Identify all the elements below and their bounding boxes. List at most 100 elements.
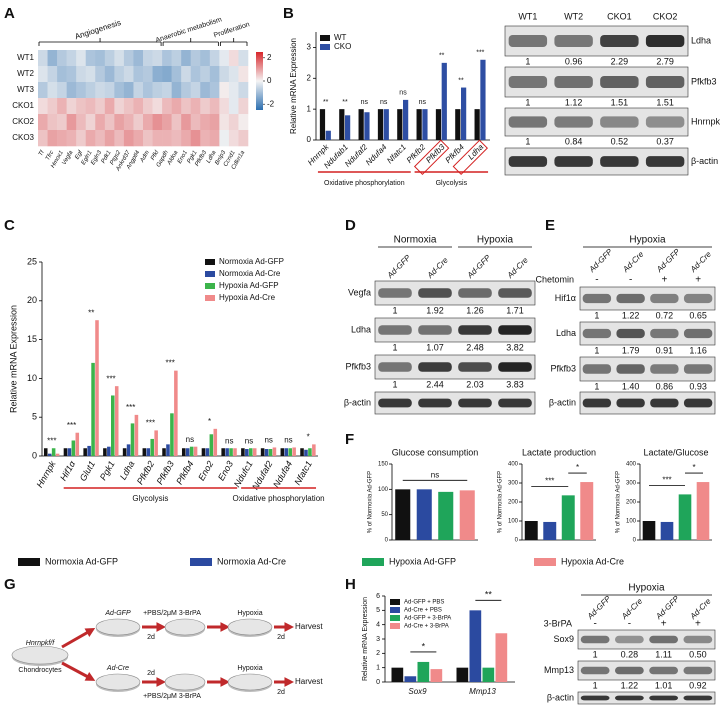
band-value: 3.82 bbox=[506, 342, 524, 352]
heat-cell bbox=[123, 50, 134, 67]
blot-frame bbox=[577, 629, 716, 650]
y-tick-label: 100 bbox=[378, 487, 389, 493]
band-value: 2.44 bbox=[426, 379, 444, 389]
band-value: 1.51 bbox=[611, 97, 629, 107]
significance-label: * bbox=[692, 463, 695, 472]
heat-cell bbox=[76, 66, 87, 83]
band-value: 1 bbox=[525, 56, 530, 66]
bar bbox=[474, 109, 480, 140]
condition-label: Hypoxia bbox=[237, 665, 262, 672]
legend-label: Hypoxia Ad-GFP bbox=[219, 281, 279, 290]
panel-label: F bbox=[345, 431, 354, 448]
bar bbox=[397, 109, 403, 140]
panel-label: B bbox=[283, 5, 294, 22]
heat-cell bbox=[152, 50, 163, 67]
band bbox=[616, 328, 645, 339]
heat-cell bbox=[85, 66, 96, 83]
heat-cell bbox=[57, 66, 67, 83]
y-axis-label: % of Normoxia Ad-GFP bbox=[498, 471, 504, 533]
legend-label: CKO bbox=[334, 42, 351, 51]
band bbox=[498, 325, 532, 335]
bar bbox=[146, 448, 151, 456]
band-value: 0.91 bbox=[656, 345, 674, 355]
band-value: 1 bbox=[392, 342, 397, 352]
end-label: Harvest bbox=[295, 622, 323, 631]
significance-label: ns bbox=[245, 436, 253, 445]
bar bbox=[391, 667, 404, 682]
band bbox=[378, 362, 412, 372]
heat-cell bbox=[162, 66, 172, 83]
heat-cell bbox=[162, 130, 172, 147]
significance-label: *** bbox=[662, 476, 671, 485]
band-value: 3.83 bbox=[506, 379, 524, 389]
legend-label: Ad-GFP + 3-BrPA bbox=[404, 616, 451, 622]
heat-cell bbox=[219, 130, 230, 147]
bar bbox=[43, 448, 48, 456]
heat-cell bbox=[104, 50, 115, 67]
heat-cell bbox=[143, 114, 153, 131]
band-value: 1.12 bbox=[565, 97, 583, 107]
heat-cell bbox=[181, 50, 192, 67]
y-tick-label: 0 bbox=[376, 679, 380, 686]
bar bbox=[696, 482, 710, 540]
heat-cell bbox=[143, 82, 153, 99]
band-value: 0.93 bbox=[689, 381, 707, 391]
bar bbox=[319, 109, 326, 140]
bar bbox=[213, 428, 218, 456]
band bbox=[418, 398, 452, 408]
y-tick-label: 0 bbox=[307, 135, 312, 144]
band bbox=[650, 398, 679, 408]
heat-cell bbox=[133, 82, 144, 99]
column-label: Adm bbox=[139, 150, 151, 165]
treatment-sign: - bbox=[628, 619, 631, 630]
band bbox=[554, 76, 593, 88]
bar bbox=[495, 633, 508, 682]
band bbox=[600, 116, 639, 128]
bar bbox=[469, 610, 482, 682]
heat-cell bbox=[162, 50, 172, 67]
heat-cell bbox=[152, 66, 163, 83]
y-tick-label: 0 bbox=[32, 450, 37, 460]
panel-label: D bbox=[345, 217, 356, 234]
band-value: 0.72 bbox=[656, 310, 674, 320]
row-label: WT3 bbox=[17, 85, 34, 94]
heat-cell bbox=[104, 130, 115, 147]
bar bbox=[63, 448, 68, 456]
band-value: 1.71 bbox=[506, 305, 524, 315]
legend-swatch bbox=[390, 599, 400, 605]
bar bbox=[209, 434, 214, 456]
x-tick-label: Nfatc1 bbox=[385, 143, 408, 166]
heat-cell bbox=[85, 130, 96, 147]
heat-cell bbox=[38, 82, 48, 99]
band bbox=[683, 364, 713, 374]
blot-frame bbox=[577, 660, 716, 681]
band bbox=[580, 695, 610, 701]
significance-label: *** bbox=[126, 403, 135, 412]
highlight-box bbox=[452, 139, 488, 175]
heat-cell bbox=[85, 98, 96, 115]
heat-cell bbox=[47, 114, 58, 131]
blot-row-label: Hif1α bbox=[555, 293, 576, 303]
y-axis-label: Relative mRNA Expression bbox=[289, 38, 298, 134]
band-value: 0.37 bbox=[656, 136, 674, 146]
blot-header: Hypoxia bbox=[629, 235, 666, 246]
bar bbox=[166, 444, 170, 456]
treatment-sign: + bbox=[661, 619, 667, 630]
bar bbox=[221, 448, 225, 456]
heat-cell bbox=[66, 82, 77, 99]
band-value: 1 bbox=[593, 649, 598, 659]
band bbox=[580, 635, 610, 644]
band bbox=[645, 156, 685, 167]
blot-frame bbox=[577, 691, 716, 705]
bar bbox=[122, 448, 127, 456]
legend-swatch bbox=[534, 558, 556, 566]
heat-cell bbox=[181, 130, 192, 147]
x-tick-label: Pfkfb3 bbox=[155, 459, 176, 486]
bar bbox=[480, 59, 486, 141]
blot-row-label: Pfkfb3 bbox=[691, 76, 717, 86]
column-label: Egf bbox=[74, 149, 84, 161]
heat-cell bbox=[57, 50, 67, 67]
significance-label: *** bbox=[67, 421, 76, 430]
heat-cell bbox=[171, 66, 182, 83]
heat-cell bbox=[104, 82, 115, 99]
